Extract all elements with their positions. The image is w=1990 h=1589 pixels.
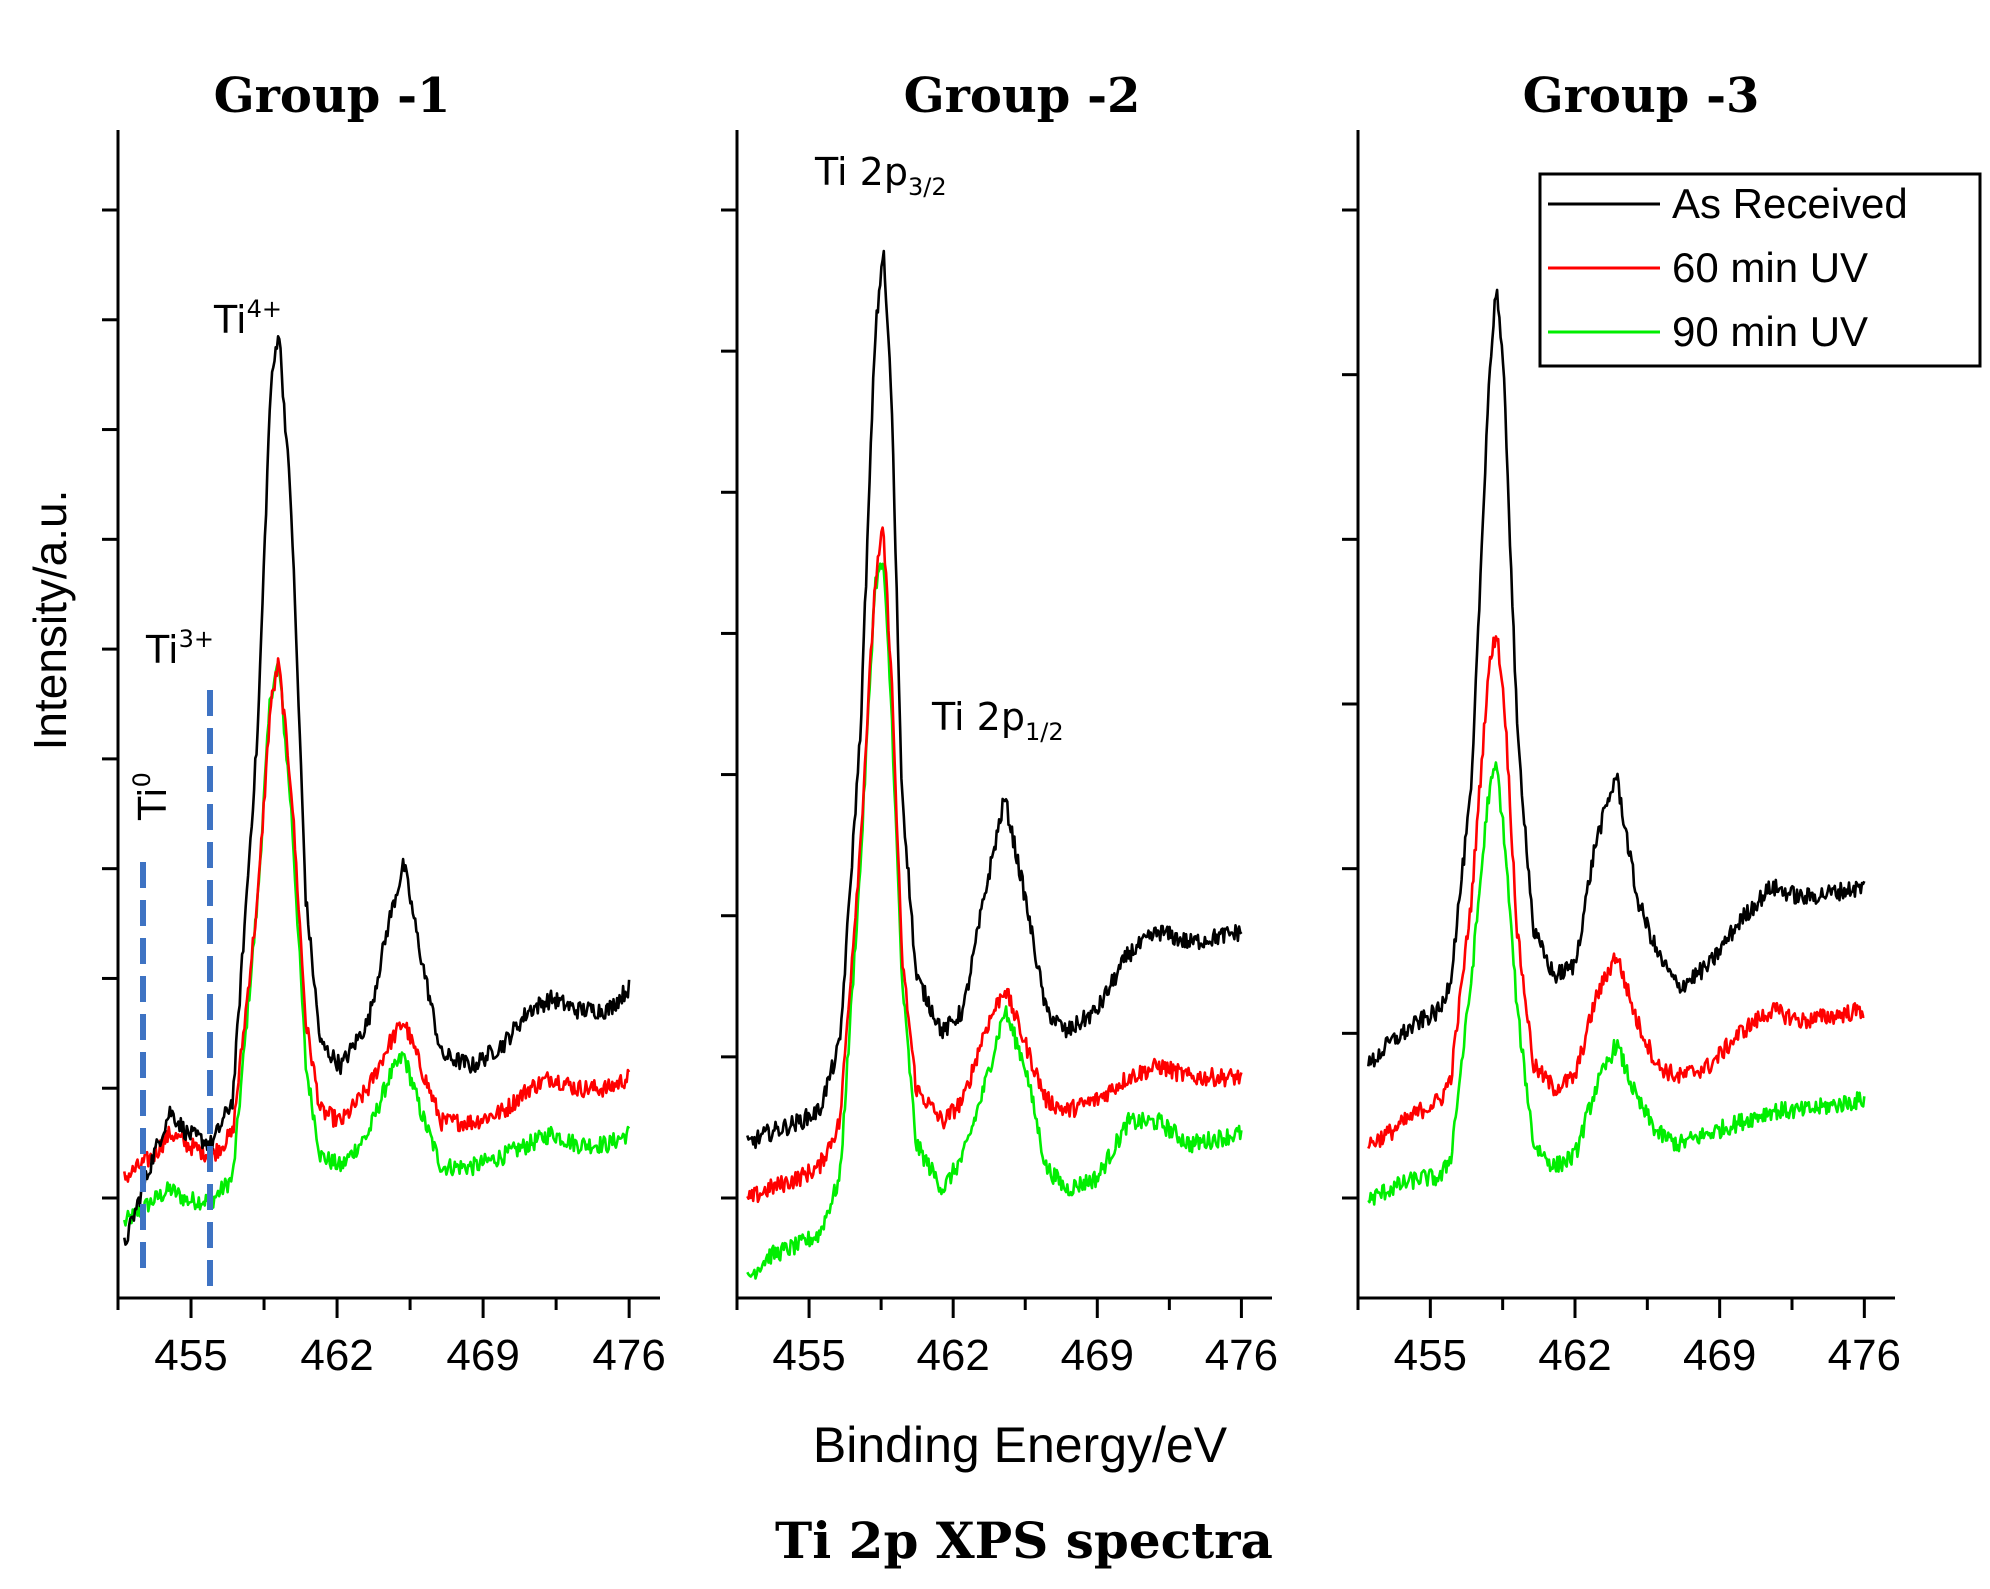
ti-2p32-annotation: Ti 2p3/2 (814, 150, 947, 201)
series-line-60-min-uv (1367, 635, 1865, 1150)
ti3-annotation: Ti3+ (145, 625, 214, 672)
x-tick-label: 455 (1394, 1331, 1467, 1380)
x-tick-label: 455 (154, 1331, 227, 1380)
panel-title-group-3: Group -3 (1523, 68, 1760, 124)
legend-label-as-received: As Received (1672, 180, 1908, 227)
series-line-90-min-uv (123, 660, 631, 1227)
panel-group-2: 455 462 469 476 (721, 130, 1278, 1380)
series-line-as-received (746, 249, 1243, 1150)
x-tick-label: 476 (1205, 1331, 1278, 1380)
ti4-annotation: Ti4+ (213, 295, 282, 342)
legend-frame (1538, 172, 1982, 368)
series-line-90-min-uv (746, 562, 1243, 1280)
ti-2p12-annotation: Ti 2p1/2 (931, 695, 1064, 746)
figure-caption: Ti 2p XPS spectra (775, 1511, 1273, 1570)
panel-title-group-2: Group -2 (904, 68, 1141, 124)
legend: As Received 60 min UV 90 min UV (1538, 172, 1982, 368)
x-tick-label: 476 (1828, 1331, 1901, 1380)
y-axis-title: Intensity/a.u. (24, 490, 76, 751)
ti0-annotation: Ti0 (128, 772, 175, 821)
panel-group-1: 455 462 469 476 (102, 130, 666, 1380)
x-axis-title: Binding Energy/eV (813, 1417, 1228, 1473)
series-line-90-min-uv (1367, 761, 1866, 1206)
legend-label-60-min-uv: 60 min UV (1672, 244, 1868, 291)
series-line-60-min-uv (746, 526, 1243, 1204)
x-tick-label: 476 (592, 1331, 665, 1380)
x-tick-label: 462 (1538, 1331, 1611, 1380)
legend-label-90-min-uv: 90 min UV (1672, 308, 1868, 355)
x-tick-label: 469 (446, 1331, 519, 1380)
x-tick-label: 462 (916, 1331, 989, 1380)
x-tick-label: 462 (300, 1331, 373, 1380)
x-tick-label: 469 (1683, 1331, 1756, 1380)
panel-title-group-1: Group -1 (214, 68, 451, 124)
series-line-as-received (1367, 288, 1866, 1068)
x-tick-label: 455 (772, 1331, 845, 1380)
panel-group-3: 455 462 469 476 (1342, 130, 1901, 1380)
series-line-as-received (123, 335, 631, 1246)
x-tick-label: 469 (1061, 1331, 1134, 1380)
